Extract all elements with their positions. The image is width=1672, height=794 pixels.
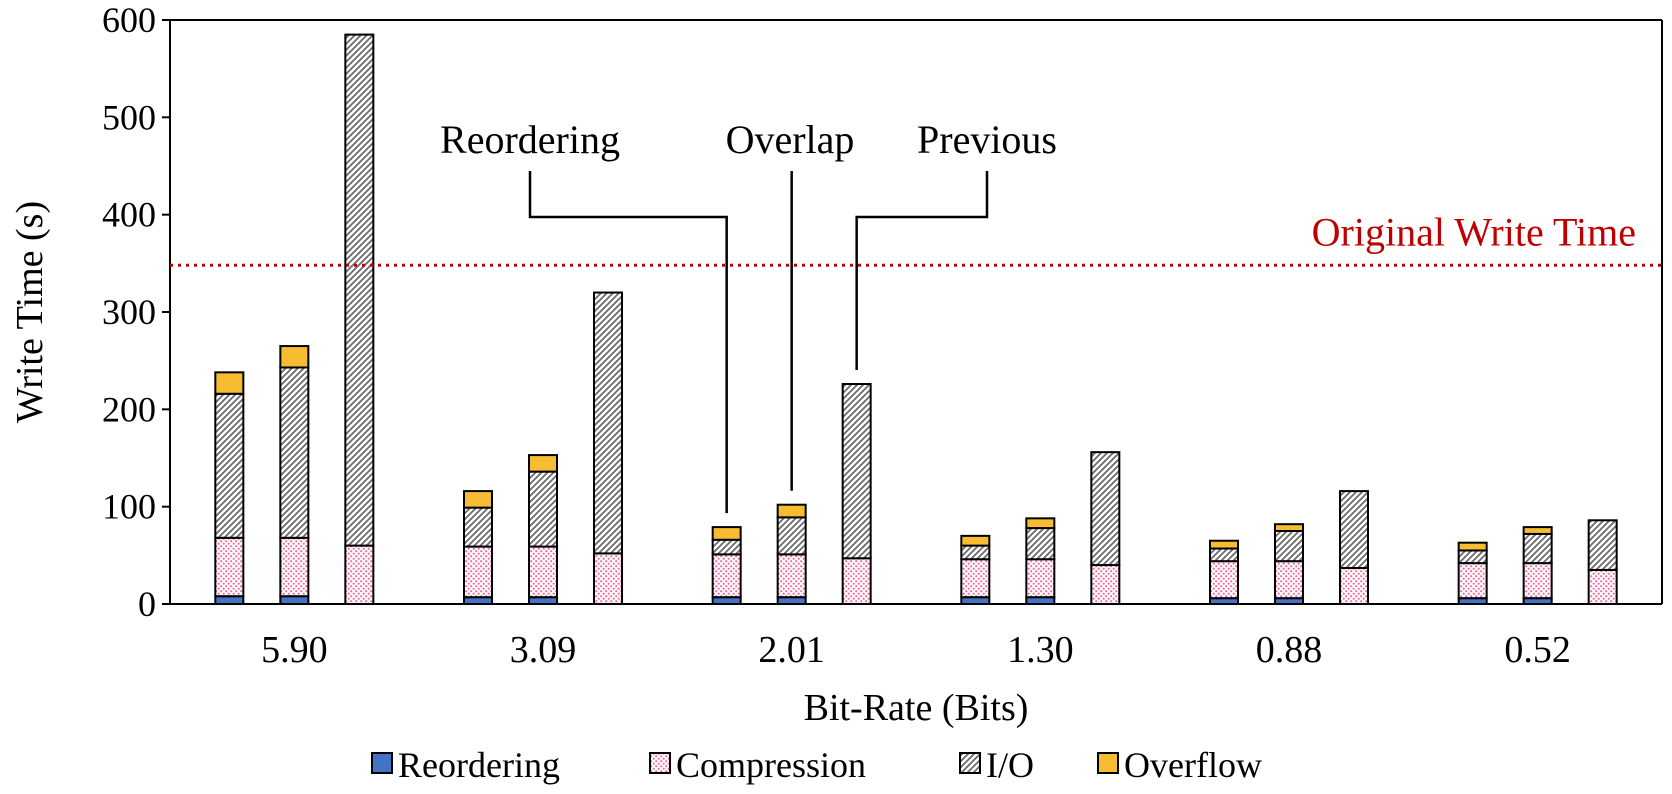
bars [214, 33, 1618, 606]
bar-segment-compression [279, 536, 310, 598]
bar-segment-io [528, 470, 558, 548]
bar-segment-compression [344, 544, 375, 605]
annotation-label: Reordering [440, 117, 620, 162]
bar-segment-io [1522, 532, 1553, 565]
x-tick-label: 0.52 [1504, 629, 1571, 671]
bar-segment-overflow [960, 534, 991, 547]
bar-segment-io [1025, 527, 1056, 561]
y-tick-label: 100 [102, 487, 156, 527]
bar-segment-io [593, 291, 623, 555]
bar-segment-overflow [279, 345, 310, 369]
legend-label: Reordering [398, 745, 560, 785]
legend-swatch-compression [649, 752, 671, 774]
bar-segment-overflow [463, 490, 493, 509]
bar-segment-reordering [711, 596, 742, 605]
bar-segment-overflow [214, 371, 245, 395]
bar-segment-compression [463, 545, 493, 599]
annotation-group: Reordering Overlap Previous [440, 117, 1057, 514]
y-tick-label: 600 [102, 0, 156, 40]
bar-segment-compression [1209, 560, 1239, 600]
y-axis-title: Write Time (s) [9, 201, 51, 423]
bar-segment-reordering [776, 596, 807, 605]
bar-segment-io [711, 538, 742, 556]
x-tick-label: 3.09 [510, 629, 577, 671]
bar-segment-compression [1090, 564, 1121, 605]
bar-segment-compression [1522, 562, 1553, 600]
bar-segment-io [344, 33, 375, 547]
bar-segment-io [1457, 549, 1488, 565]
y-axis-ticks: 0 100 200 300 400 500 600 [102, 0, 170, 624]
bar-segment-compression [214, 536, 245, 598]
bar-segment-compression [528, 545, 558, 599]
annotation-leader-line [528, 171, 728, 514]
legend-label: Compression [676, 745, 866, 785]
legend-label: Overflow [1124, 745, 1262, 785]
bar-segment-io [463, 506, 493, 548]
bar-segment-compression [1457, 562, 1488, 600]
bar-segment-reordering [528, 596, 558, 605]
bar-segment-io [776, 516, 807, 556]
y-tick-label: 200 [102, 389, 156, 429]
bar-segment-overflow [1274, 523, 1304, 532]
bar-segment-io [214, 392, 245, 539]
bar-segment-compression [1587, 568, 1618, 606]
legend-swatch-io [959, 752, 981, 774]
bar-segment-io [1274, 530, 1304, 563]
y-tick-label: 500 [102, 97, 156, 137]
bar-segment-overflow [528, 454, 558, 473]
bar-segment-reordering [279, 595, 310, 605]
y-tick-label: 400 [102, 195, 156, 235]
reference-line-label: Original Write Time [1312, 209, 1636, 254]
bar-segment-compression [1274, 560, 1304, 600]
bar-segment-overflow [776, 503, 807, 519]
bar-segment-io [1587, 519, 1618, 571]
y-tick-label: 300 [102, 292, 156, 332]
legend-swatch-overflow [1097, 752, 1119, 774]
bar-segment-io [1339, 490, 1369, 569]
x-tick-label: 5.90 [261, 629, 328, 671]
y-tick-label: 0 [138, 584, 156, 624]
bar-segment-reordering [463, 596, 493, 605]
bar-segment-compression [960, 558, 991, 599]
reference-line-group: Original Write Time [170, 209, 1662, 267]
bar-segment-compression [1339, 566, 1369, 606]
bar-segment-reordering [960, 596, 991, 605]
x-tick-label: 2.01 [758, 629, 825, 671]
x-tick-label: 1.30 [1007, 629, 1074, 671]
bar-segment-overflow [1457, 541, 1488, 552]
annotation-label: Previous [917, 117, 1057, 162]
bar-segment-compression [711, 553, 742, 599]
legend-swatch-reordering [371, 752, 393, 774]
plot-frame [169, 19, 1663, 605]
bar-segment-reordering [1025, 596, 1056, 605]
bar-segment-compression [593, 552, 623, 605]
annotation-leader-line [855, 171, 989, 371]
legend-label: I/O [986, 745, 1034, 785]
bar-segment-overflow [711, 526, 742, 541]
bar-segment-io [960, 544, 991, 561]
x-axis-title: Bit-Rate (Bits) [804, 687, 1029, 729]
bar-segment-compression [841, 557, 872, 606]
bar-segment-io [279, 366, 310, 539]
x-axis-ticks: 5.90 3.09 2.01 1.30 0.88 0.52 [261, 629, 1571, 671]
bar-segment-io [1090, 451, 1121, 567]
x-tick-label: 0.88 [1256, 629, 1323, 671]
bar-segment-overflow [1025, 517, 1056, 530]
bar-segment-overflow [1522, 526, 1553, 535]
bar-segment-io [841, 383, 872, 560]
bar-segment-io [1209, 547, 1239, 563]
bar-segment-compression [776, 553, 807, 599]
legend: Reordering Compression I/O Overflow [371, 745, 1262, 785]
bar-segment-compression [1025, 558, 1056, 599]
bar-segment-reordering [214, 595, 245, 605]
bar-segment-overflow [1209, 539, 1239, 550]
annotation-label: Overlap [726, 117, 855, 162]
